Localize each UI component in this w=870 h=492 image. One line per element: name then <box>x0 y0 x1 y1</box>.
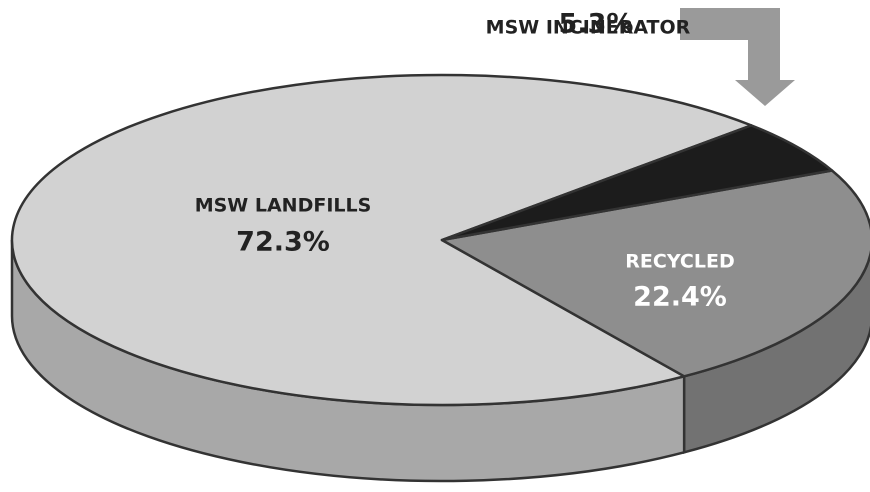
pie-slice <box>10 73 753 407</box>
value-label: 72.3% <box>236 227 330 258</box>
callout-arrow <box>680 8 795 106</box>
value-label: 22.4% <box>633 282 727 313</box>
category-label: RECYCLED <box>625 251 734 273</box>
category-label: MSW INCINERATOR <box>486 17 691 39</box>
value-label: 5.3% <box>559 9 634 40</box>
pie-slice <box>440 124 834 242</box>
category-label: MSW LANDFILLS <box>195 195 372 217</box>
